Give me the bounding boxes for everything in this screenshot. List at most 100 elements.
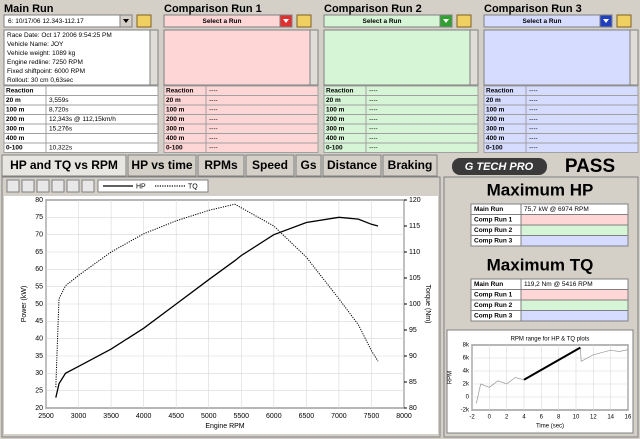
- y2-tick-label: 105: [409, 275, 421, 282]
- scrollbar[interactable]: [469, 29, 479, 86]
- run-title: Main Run: [4, 3, 54, 15]
- result-value-cell: [205, 85, 319, 96]
- summary-label: Comp Run 1: [474, 217, 513, 224]
- open-folder-button[interactable]: [296, 14, 312, 28]
- x-tick-label: 5000: [201, 413, 217, 420]
- result-label: 0-100: [166, 145, 183, 152]
- y2-axis-label: Torque (Nm): [424, 285, 431, 324]
- zoom-out-button[interactable]: [36, 179, 50, 193]
- run-selector-text: Select a Run: [202, 18, 241, 25]
- x-tick-label: 16: [625, 415, 632, 421]
- max-tq-title: Maximum TQ: [487, 255, 594, 274]
- plot-area: [471, 344, 629, 411]
- run-info-line: Vehicle weight: 1089 kg: [7, 50, 76, 57]
- x-tick-label: 3500: [103, 413, 119, 420]
- run-title: Comparison Run 3: [484, 3, 582, 15]
- result-value: ----: [369, 97, 378, 104]
- run-info-line: Rollout: 30 cm 0,63sec: [7, 77, 74, 84]
- result-value: ----: [369, 107, 378, 114]
- y-tick-label: 8k: [463, 343, 470, 349]
- summary-value: 119,2 Nm @ 5416 RPM: [524, 281, 593, 288]
- tab[interactable]: [245, 154, 295, 177]
- run-info-box: [483, 29, 631, 86]
- run-info-line: Engine redline: 7250 RPM: [7, 59, 83, 66]
- result-label: Reaction: [6, 88, 33, 95]
- logo: G TECH PRO PASS: [452, 156, 615, 177]
- run-info-box: [163, 29, 311, 86]
- tab[interactable]: [322, 154, 382, 177]
- result-label: 400 m: [486, 135, 505, 142]
- result-value-cell: [525, 104, 639, 115]
- y-tick-label: 65: [35, 249, 43, 256]
- result-label: 0-100: [326, 145, 343, 152]
- y-tick-label: 35: [35, 353, 43, 360]
- zoom-box-button[interactable]: [21, 179, 35, 193]
- dropdown-arrow-icon: [443, 19, 449, 23]
- zoom-button[interactable]: [6, 179, 20, 193]
- open-folder-button[interactable]: [136, 14, 152, 28]
- run-title: Comparison Run 2: [324, 3, 422, 15]
- result-value-cell: [525, 133, 639, 144]
- result-label: 20 m: [166, 97, 181, 104]
- series-line: [55, 203, 379, 388]
- result-value: ----: [529, 126, 538, 133]
- result-label: 200 m: [166, 116, 185, 123]
- run-info-box: [3, 29, 151, 86]
- fit-button[interactable]: [66, 179, 80, 193]
- dropdown-arrow-icon: [603, 19, 609, 23]
- cursor-button[interactable]: [81, 179, 95, 193]
- open-folder-button[interactable]: [616, 14, 632, 28]
- tab[interactable]: [295, 154, 322, 177]
- result-label: 20 m: [326, 97, 341, 104]
- y-axis-label: RPM: [448, 371, 454, 384]
- result-value: ----: [529, 97, 538, 104]
- result-value: ----: [529, 145, 538, 152]
- x-axis-label: Engine RPM: [205, 423, 244, 430]
- tab[interactable]: [382, 154, 438, 177]
- y-tick-label: 2k: [463, 382, 470, 388]
- legend-label: HP: [136, 183, 146, 190]
- scrollbar[interactable]: [149, 29, 159, 86]
- scrollbar[interactable]: [309, 29, 319, 86]
- result-value: ----: [209, 145, 218, 152]
- y2-tick-label: 110: [409, 249, 420, 256]
- y-tick-label: 45: [35, 318, 43, 325]
- result-label: 400 m: [326, 135, 345, 142]
- pan-button[interactable]: [51, 179, 65, 193]
- tab[interactable]: [127, 154, 197, 177]
- y-tick-label: 60: [35, 266, 43, 273]
- scrollbar[interactable]: [629, 29, 639, 86]
- summary-value-cell: [520, 224, 629, 236]
- open-folder-button[interactable]: [456, 14, 472, 28]
- y-tick-label: 50: [35, 301, 43, 308]
- result-value-cell: [365, 104, 479, 115]
- y2-tick-label: 115: [409, 223, 420, 230]
- y-tick-label: 20: [35, 405, 43, 412]
- run-info-line: Fixed shiftpoint: 6000 RPM: [7, 68, 85, 75]
- result-label: Reaction: [326, 88, 353, 95]
- result-value: 12,343s @ 112,15km/h: [49, 116, 116, 123]
- run-info-line: Vehicle Name: JOY: [7, 41, 64, 48]
- tab[interactable]: [1, 154, 127, 177]
- result-value-cell: [525, 85, 639, 96]
- result-value-cell: [365, 133, 479, 144]
- result-value: 10,322s: [49, 145, 73, 152]
- result-label: 0-100: [6, 145, 23, 152]
- summary-value-cell: [520, 214, 629, 226]
- result-value: ----: [209, 97, 218, 104]
- x-tick-label: 2500: [38, 413, 54, 420]
- y-axis-label: Power (kW): [21, 286, 28, 323]
- result-value: ----: [369, 126, 378, 133]
- x-tick-label: -2: [469, 415, 475, 421]
- max-hp-title: Maximum HP: [487, 180, 594, 199]
- x-tick-label: 7000: [331, 413, 347, 420]
- tab[interactable]: [197, 154, 245, 177]
- result-value-cell: [205, 114, 319, 125]
- result-value-cell: [205, 133, 319, 144]
- summary-label: Main Run: [474, 281, 503, 288]
- x-tick-label: 4500: [168, 413, 184, 420]
- x-axis-label: Time (sec): [536, 424, 564, 430]
- result-value-cell: [205, 95, 319, 106]
- x-tick-label: 6000: [266, 413, 282, 420]
- x-tick-label: 8: [557, 415, 561, 421]
